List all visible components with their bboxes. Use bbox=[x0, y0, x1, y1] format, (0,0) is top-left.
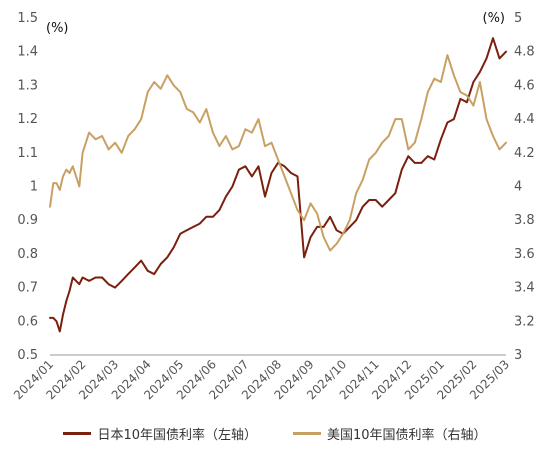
legend-item-japan: 日本10年国债利率（左轴） bbox=[63, 422, 257, 444]
right-tick-label: 4.8 bbox=[514, 45, 535, 60]
left-tick-label: 0.7 bbox=[17, 281, 38, 296]
legend-label-japan: 日本10年国债利率（左轴） bbox=[97, 427, 257, 443]
x-axis-ticks: 2024/012024/022024/032024/042024/052024/… bbox=[11, 357, 512, 402]
right-tick-label: 3.2 bbox=[514, 314, 535, 329]
left-tick-label: 0.6 bbox=[17, 314, 38, 329]
left-tick-label: 1.1 bbox=[17, 146, 38, 161]
right-tick-label: 5 bbox=[514, 11, 522, 26]
left-tick-label: 0.8 bbox=[17, 247, 38, 262]
left-tick-label: 1.4 bbox=[17, 45, 38, 60]
legend-swatch-us bbox=[293, 431, 321, 435]
legend-label-us: 美国10年国债利率（右轴） bbox=[327, 427, 487, 443]
left-axis-ticks: 0.5 0.6 0.7 0.8 0.9 1 1.1 1.2 1.3 1.4 1.5 bbox=[17, 11, 38, 363]
right-tick-label: 3.6 bbox=[514, 247, 535, 262]
right-tick-label: 4.2 bbox=[514, 146, 535, 161]
left-tick-label: 1.5 bbox=[17, 11, 38, 26]
left-tick-label: 1.2 bbox=[17, 112, 38, 127]
left-tick-label: 0.9 bbox=[17, 213, 38, 228]
left-tick-label: 1.3 bbox=[17, 78, 38, 93]
right-tick-label: 3 bbox=[514, 348, 522, 363]
series-layer bbox=[49, 37, 507, 333]
left-tick-label: 0.5 bbox=[17, 348, 38, 363]
right-tick-label: 4 bbox=[514, 180, 522, 195]
left-tick-label: 1 bbox=[30, 180, 38, 195]
right-tick-label: 4.6 bbox=[514, 78, 535, 93]
series-line-japan-10y bbox=[49, 37, 507, 333]
right-tick-label: 4.4 bbox=[514, 112, 535, 127]
right-axis-ticks: 3 3.2 3.4 3.6 3.8 4 4.2 4.4 4.6 4.8 5 bbox=[514, 11, 535, 363]
right-tick-label: 3.8 bbox=[514, 213, 535, 228]
legend-swatch-japan bbox=[63, 431, 92, 435]
right-axis-unit-label: (%) bbox=[483, 11, 506, 26]
series-line-us-10y bbox=[49, 54, 507, 252]
legend: 日本10年国债利率（左轴） 美国10年国债利率（右轴） bbox=[0, 422, 550, 444]
legend-item-us: 美国10年国债利率（右轴） bbox=[293, 422, 487, 444]
left-axis-unit-label: (%) bbox=[46, 21, 69, 36]
right-tick-label: 3.4 bbox=[514, 281, 535, 296]
